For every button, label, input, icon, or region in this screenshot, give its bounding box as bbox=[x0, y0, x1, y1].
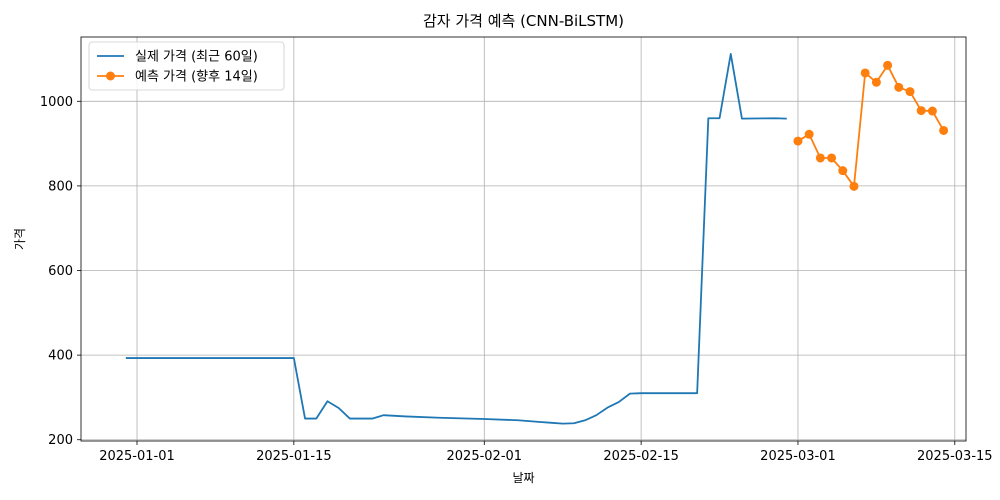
y-tick-label: 200 bbox=[48, 433, 73, 448]
grid-lines bbox=[81, 37, 966, 441]
forecast-point bbox=[804, 129, 814, 139]
forecast-point bbox=[815, 153, 825, 163]
forecast-point bbox=[927, 106, 937, 116]
y-tick-label: 1000 bbox=[40, 95, 73, 110]
axis-ticks: 2025-01-01 2025-01-15 2025-02-01 2025-02-15… bbox=[40, 95, 993, 464]
forecast-point bbox=[894, 82, 904, 92]
y-tick-label: 600 bbox=[48, 264, 73, 279]
y-axis-label: 가격 bbox=[13, 228, 27, 250]
x-axis-label: 날짜 bbox=[512, 471, 534, 485]
forecast-point bbox=[827, 153, 837, 163]
x-tick-label: 2025-01-15 bbox=[256, 449, 332, 464]
x-tick-label: 2025-03-15 bbox=[917, 449, 993, 464]
forecast-point bbox=[916, 106, 926, 116]
legend-marker-forecast bbox=[106, 71, 115, 81]
forecast-point bbox=[871, 77, 881, 87]
chart-title: 감자 가격 예측 (CNN-BiLSTM) bbox=[423, 12, 624, 30]
series-line-actual bbox=[125, 53, 787, 425]
legend-label-actual: 실제 가격 (최근 60일) bbox=[135, 50, 258, 65]
legend: 실제 가격 (최근 60일) 예측 가격 (향후 14일) bbox=[88, 41, 285, 91]
y-tick-label: 800 bbox=[48, 179, 73, 194]
x-tick-label: 2025-03-01 bbox=[760, 449, 836, 464]
series-line-forecast bbox=[797, 64, 945, 188]
x-tick-label: 2025-02-01 bbox=[447, 449, 523, 464]
x-tick-label: 2025-02-15 bbox=[603, 449, 679, 464]
forecast-point bbox=[793, 136, 803, 146]
forecast-point bbox=[939, 125, 949, 135]
forecast-point bbox=[849, 181, 859, 191]
legend-box bbox=[88, 41, 285, 91]
y-tick-label: 400 bbox=[48, 349, 73, 364]
plot-frame bbox=[80, 36, 967, 442]
forecast-point bbox=[905, 87, 915, 97]
forecast-point bbox=[838, 166, 848, 176]
forecast-point bbox=[883, 60, 893, 70]
x-tick-label: 2025-01-01 bbox=[99, 449, 175, 464]
legend-label-forecast: 예측 가격 (향후 14일) bbox=[135, 70, 258, 85]
forecast-point bbox=[860, 68, 870, 78]
data-series bbox=[125, 53, 949, 425]
